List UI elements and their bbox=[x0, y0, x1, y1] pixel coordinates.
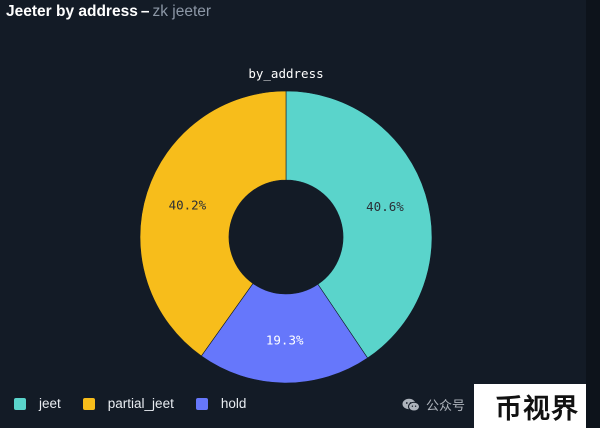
legend-label: jeet bbox=[39, 396, 61, 411]
watermark-text: 公众号 bbox=[426, 398, 466, 413]
chart-header: Jeeter by address – zk jeeter bbox=[6, 3, 211, 21]
slice-partial-jeet[interactable] bbox=[139, 90, 287, 357]
slice-label-jeet: 40.6% bbox=[366, 199, 404, 214]
watermark: 公众号 bbox=[402, 395, 465, 414]
page-title: Jeeter by address bbox=[6, 3, 138, 20]
slice-jeet[interactable] bbox=[285, 90, 433, 359]
legend-item-jeet[interactable]: jeet bbox=[14, 396, 61, 411]
scroll-edge bbox=[586, 0, 600, 428]
slice-label-partial-jeet: 40.2% bbox=[169, 198, 207, 213]
brand-logo: 币视界 bbox=[474, 384, 600, 428]
legend-item-partial-jeet[interactable]: partial_jeet bbox=[82, 396, 174, 411]
chart-title: by_address bbox=[248, 66, 324, 81]
legend-label: partial_jeet bbox=[107, 396, 174, 411]
legend-item-hold[interactable]: hold bbox=[195, 396, 247, 411]
legend-swatch bbox=[14, 397, 26, 410]
legend-swatch bbox=[82, 397, 95, 410]
page-subtitle: zk jeeter bbox=[152, 3, 212, 20]
legend-swatch bbox=[195, 397, 208, 410]
slice-label-hold: 19.3% bbox=[266, 332, 304, 347]
legend-label: hold bbox=[220, 396, 247, 411]
slice-hold[interactable] bbox=[200, 283, 369, 384]
title-separator: – bbox=[140, 3, 150, 20]
chart-legend: jeet partial_jeet hold bbox=[14, 396, 268, 411]
donut-chart: 40.6% 19.3% 40.2% bbox=[139, 90, 433, 384]
brand-text: 币视界 bbox=[495, 393, 579, 424]
wechat-icon bbox=[402, 398, 420, 412]
